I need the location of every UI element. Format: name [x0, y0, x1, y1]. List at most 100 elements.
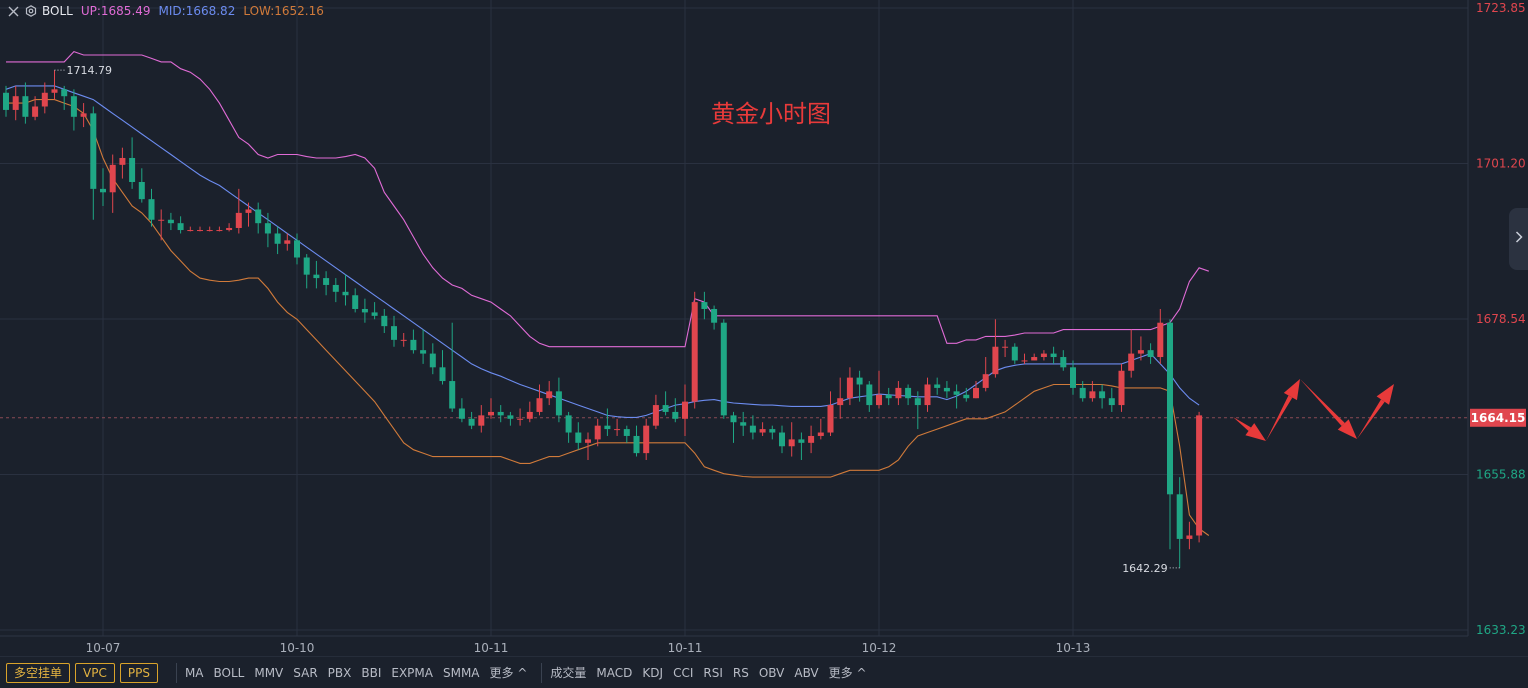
time-tick-label: 10-11: [668, 641, 703, 655]
indicator-legend: BOLL UP:1685.49 MID:1668.82 LOW:1652.16: [6, 3, 332, 19]
arrow-shaft: [1300, 379, 1345, 427]
candle-body: [468, 418, 475, 426]
toolbar-button-long-short[interactable]: 多空挂单: [6, 662, 71, 683]
candle: [497, 405, 504, 423]
legend-mid: MID:1668.82: [158, 4, 236, 18]
indicator-smma[interactable]: SMMA: [442, 665, 480, 680]
candle-body: [682, 401, 688, 419]
indicator-sar[interactable]: SAR: [293, 665, 318, 680]
indicator-ma[interactable]: MA: [184, 665, 204, 680]
toolbar-button-pps[interactable]: PPS: [119, 662, 158, 683]
indicator-cci[interactable]: CCI: [673, 665, 694, 680]
indicator-more-main[interactable]: 更多 ^: [489, 666, 528, 680]
candle: [1079, 381, 1086, 402]
settings-icon[interactable]: [24, 4, 38, 18]
candle: [652, 394, 659, 430]
candle: [1108, 387, 1115, 412]
candle-body: [109, 164, 116, 193]
candle: [536, 384, 543, 416]
candle-body: [206, 230, 213, 232]
indicator-more-sub[interactable]: 更多 ^: [828, 666, 867, 680]
candle: [924, 377, 931, 412]
indicator-rs[interactable]: RS: [732, 665, 749, 680]
candle-body: [381, 315, 388, 327]
candle: [555, 377, 562, 423]
candle-body: [1176, 494, 1183, 539]
indicator-toolbar: 多空挂单 VPC PPS MA BOLL MMV SAR PBX BBI EXP…: [0, 656, 1528, 688]
candle-body: [361, 308, 368, 313]
candle-body: [235, 212, 242, 228]
indicator-rsi[interactable]: RSI: [703, 665, 723, 680]
candle: [1099, 384, 1106, 409]
candle: [400, 333, 407, 347]
toolbar-divider: [541, 662, 543, 683]
candle: [740, 411, 747, 436]
candle-body: [129, 157, 136, 182]
candle-body: [565, 415, 572, 433]
candle-body: [856, 377, 863, 385]
chevron-right-icon: [1515, 231, 1523, 247]
price-tick-label: 1655.88: [1476, 468, 1526, 482]
candle-body: [633, 435, 640, 454]
candle: [808, 425, 815, 454]
candle: [22, 82, 29, 124]
indicator-abv[interactable]: ABV: [794, 665, 819, 680]
expand-panel-button[interactable]: [1509, 208, 1528, 270]
candle: [623, 425, 630, 443]
candle-body: [187, 230, 194, 232]
candle-body: [1147, 350, 1154, 358]
candle-body: [371, 312, 378, 316]
indicator-pbx[interactable]: PBX: [327, 665, 352, 680]
candle-body: [90, 113, 97, 189]
candle-body: [284, 240, 291, 244]
candle-body: [934, 384, 941, 388]
candle-body: [80, 113, 87, 117]
candle-body: [536, 398, 543, 412]
indicator-expma[interactable]: EXPMA: [391, 665, 433, 680]
candle-body: [303, 257, 310, 275]
indicator-volume[interactable]: 成交量: [550, 666, 587, 680]
toolbar-divider: [175, 662, 177, 683]
candle: [245, 202, 252, 227]
indicator-mmv[interactable]: MMV: [254, 665, 284, 680]
candle-body: [51, 89, 58, 93]
candle: [1089, 381, 1096, 402]
candle: [294, 233, 300, 265]
candle: [1060, 350, 1067, 371]
price-tick-label: 1633.23: [1476, 623, 1526, 637]
candle-body: [1099, 391, 1106, 399]
candle: [109, 154, 116, 213]
candle-body: [837, 398, 844, 406]
price-tick-label: 1678.54: [1476, 312, 1526, 326]
candle: [1128, 329, 1135, 378]
candle-body: [167, 219, 174, 224]
indicator-obv[interactable]: OBV: [758, 665, 785, 680]
legend-up: UP:1685.49: [80, 4, 151, 18]
candle: [759, 422, 766, 436]
candle: [361, 298, 368, 323]
candle: [837, 377, 844, 419]
indicator-bbi[interactable]: BBI: [361, 665, 382, 680]
indicator-macd[interactable]: MACD: [596, 665, 633, 680]
candle-body: [594, 425, 601, 440]
candle: [643, 418, 650, 460]
candle: [1118, 363, 1125, 412]
candle-body: [759, 429, 766, 433]
candle-body: [711, 308, 718, 323]
candle: [565, 411, 572, 443]
candle-body: [100, 188, 106, 193]
boll-mid-line: [5, 85, 1200, 418]
candle-body: [342, 291, 349, 296]
candle: [934, 377, 941, 395]
candle: [682, 384, 688, 436]
candle: [672, 398, 679, 423]
toolbar-button-vpc[interactable]: VPC: [75, 662, 115, 683]
indicator-boll[interactable]: BOLL: [213, 665, 245, 680]
candle-body: [798, 439, 805, 443]
candle-body: [1021, 360, 1028, 362]
close-icon[interactable]: [6, 4, 20, 18]
indicator-kdj[interactable]: KDJ: [642, 665, 664, 680]
candle-body: [449, 381, 456, 409]
candle: [51, 70, 58, 100]
